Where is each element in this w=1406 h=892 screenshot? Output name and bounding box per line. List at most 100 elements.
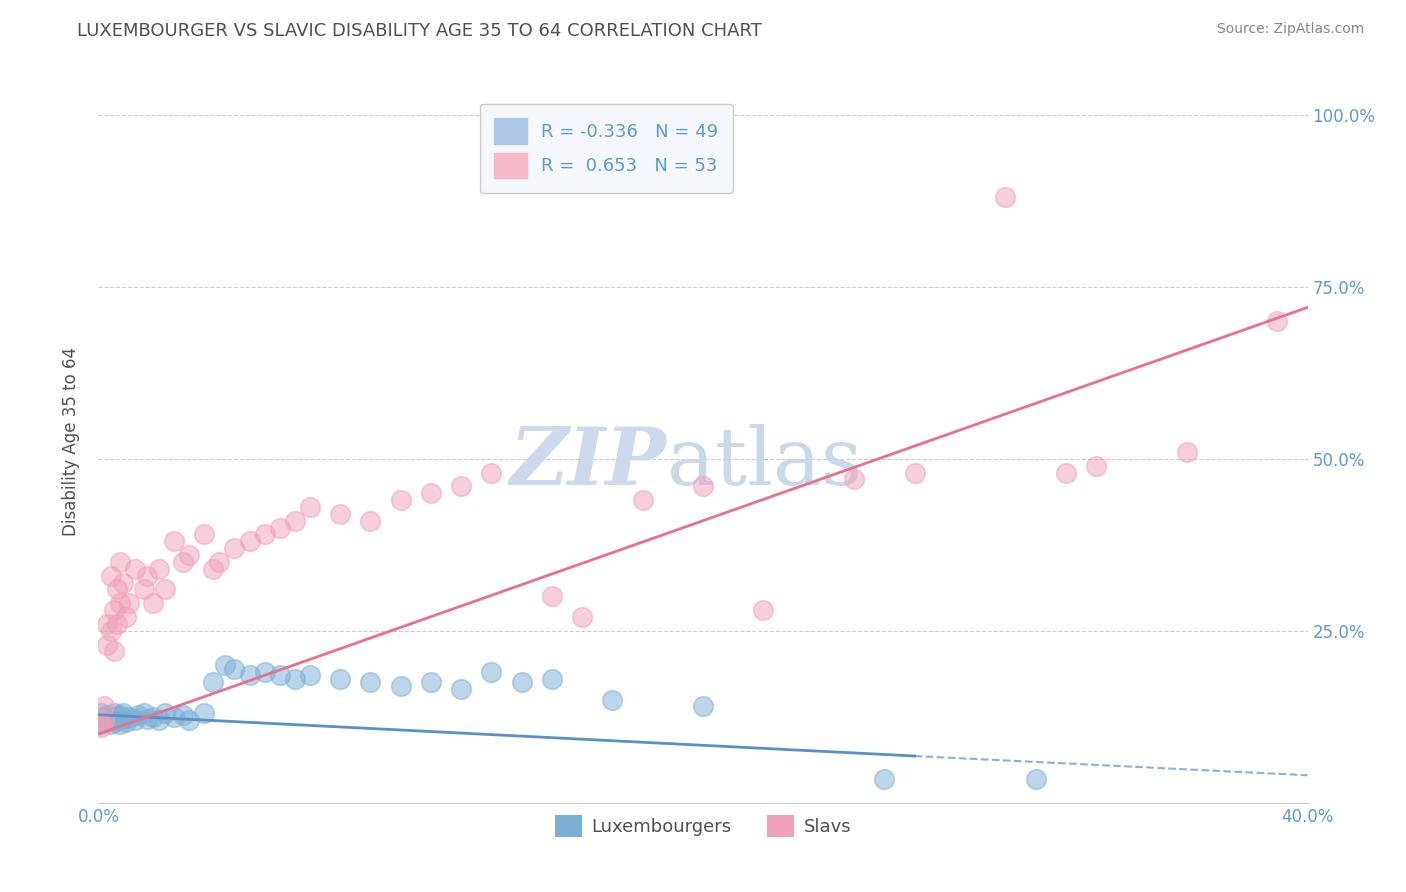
Point	[100, 624, 122, 638]
Point	[193, 706, 215, 721]
Point	[253, 665, 276, 679]
Point	[389, 493, 412, 508]
Point	[299, 500, 322, 514]
Point	[108, 707, 131, 722]
Point	[108, 716, 131, 731]
Point	[127, 707, 149, 722]
Point	[202, 675, 225, 690]
Point	[224, 541, 246, 556]
Point	[389, 679, 412, 693]
Point	[105, 710, 128, 724]
Point	[103, 603, 125, 617]
Y-axis label: Disability Age 35 to 64: Disability Age 35 to 64	[62, 347, 80, 536]
Point	[540, 590, 562, 604]
Point	[108, 596, 131, 610]
Point	[329, 507, 352, 521]
Point	[1054, 466, 1077, 480]
Point	[105, 616, 128, 631]
Point	[239, 668, 262, 682]
Point	[96, 616, 118, 631]
Point	[1085, 458, 1108, 473]
Point	[90, 716, 112, 731]
Point	[148, 562, 170, 576]
Point	[100, 716, 122, 731]
Point	[239, 534, 262, 549]
Point	[540, 672, 562, 686]
Point	[1267, 314, 1289, 328]
Point	[481, 665, 503, 679]
Point	[142, 710, 165, 724]
Point	[111, 706, 134, 721]
Point	[571, 610, 593, 624]
Point	[179, 548, 201, 562]
Point	[118, 596, 141, 610]
Point	[420, 486, 443, 500]
Point	[108, 555, 131, 569]
Point	[692, 479, 714, 493]
Text: LUXEMBOURGER VS SLAVIC DISABILITY AGE 35 TO 64 CORRELATION CHART: LUXEMBOURGER VS SLAVIC DISABILITY AGE 35…	[77, 22, 762, 40]
Point	[994, 190, 1017, 204]
Point	[135, 712, 157, 726]
Point	[202, 562, 225, 576]
Point	[208, 555, 231, 569]
Point	[153, 582, 176, 597]
Point	[510, 675, 533, 690]
Point	[96, 712, 118, 726]
Point	[163, 710, 186, 724]
Point	[172, 707, 194, 722]
Point	[132, 582, 155, 597]
Point	[132, 706, 155, 721]
Point	[631, 493, 654, 508]
Point	[284, 514, 307, 528]
Point	[114, 610, 136, 624]
Point	[105, 713, 128, 727]
Point	[96, 638, 118, 652]
Point	[163, 534, 186, 549]
Legend: Luxembourgers, Slavs: Luxembourgers, Slavs	[548, 808, 858, 845]
Point	[105, 582, 128, 597]
Point	[602, 692, 624, 706]
Point	[450, 479, 472, 493]
Point	[153, 706, 176, 721]
Point	[90, 720, 112, 734]
Point	[93, 713, 115, 727]
Point	[420, 675, 443, 690]
Point	[1175, 445, 1198, 459]
Point	[93, 710, 115, 724]
Point	[118, 710, 141, 724]
Point	[360, 514, 382, 528]
Point	[329, 672, 352, 686]
Point	[93, 714, 115, 729]
Point	[103, 714, 125, 729]
Point	[269, 520, 291, 534]
Point	[299, 668, 322, 682]
Point	[90, 716, 112, 731]
Point	[360, 675, 382, 690]
Point	[269, 668, 291, 682]
Point	[148, 713, 170, 727]
Point	[179, 713, 201, 727]
Point	[124, 713, 146, 727]
Point	[172, 555, 194, 569]
Point	[142, 596, 165, 610]
Point	[135, 568, 157, 582]
Point	[450, 682, 472, 697]
Point	[692, 699, 714, 714]
Point	[844, 472, 866, 486]
Point	[752, 603, 775, 617]
Point	[904, 466, 927, 480]
Point	[103, 644, 125, 658]
Point	[114, 714, 136, 729]
Point	[193, 527, 215, 541]
Point	[93, 699, 115, 714]
Point	[103, 706, 125, 721]
Point	[124, 562, 146, 576]
Point	[100, 568, 122, 582]
Point	[96, 707, 118, 722]
Text: atlas: atlas	[666, 425, 862, 502]
Point	[111, 575, 134, 590]
Point	[90, 706, 112, 721]
Point	[224, 662, 246, 676]
Point	[284, 672, 307, 686]
Point	[1024, 772, 1046, 786]
